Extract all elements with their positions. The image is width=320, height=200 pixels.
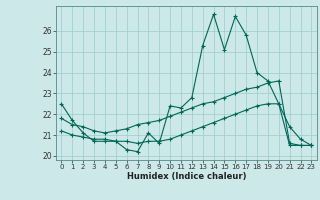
X-axis label: Humidex (Indice chaleur): Humidex (Indice chaleur) — [127, 172, 246, 181]
